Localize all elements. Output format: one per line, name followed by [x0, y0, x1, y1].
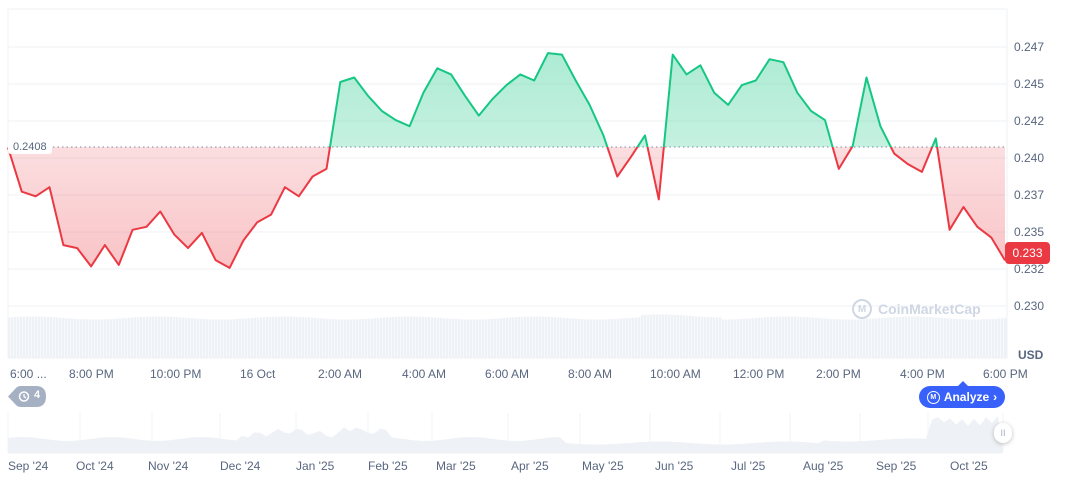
x-tick-label: 4:00 PM	[900, 367, 945, 381]
coinmarketcap-logo-icon: M	[852, 299, 872, 319]
y-tick-label: 0.237	[1014, 188, 1044, 202]
x-tick-label: 6:00 AM	[485, 367, 529, 381]
x-tick-label: 10:00 PM	[150, 367, 201, 381]
navigator-tick-label: May '25	[582, 459, 624, 473]
navigator-tick-label: Apr '25	[511, 459, 549, 473]
y-tick-label: 0.245	[1014, 77, 1044, 91]
y-tick-label: 0.235	[1014, 225, 1044, 239]
chevron-right-icon: ›	[993, 390, 998, 404]
watermark: M CoinMarketCap	[852, 299, 981, 319]
navigator-tick-label: Mar '25	[436, 459, 476, 473]
navigator-tick-label: Nov '24	[148, 459, 189, 473]
navigator-tick-label: Dec '24	[220, 459, 261, 473]
volume-bars	[8, 314, 1007, 358]
analyze-button[interactable]: M Analyze ›	[919, 381, 1005, 408]
navigator-tick-label: Jan '25	[296, 459, 335, 473]
price-line[interactable]	[7, 52, 1006, 269]
analyze-icon: M	[926, 390, 940, 404]
history-icon	[18, 391, 30, 402]
currency-label: USD	[1018, 348, 1044, 362]
x-tick-label: 16 Oct	[240, 367, 276, 381]
x-tick-label: 10:00 AM	[650, 367, 701, 381]
x-tick-label: 8:00 PM	[69, 367, 114, 381]
y-tick-label: 0.247	[1014, 40, 1044, 54]
navigator-tick-label: Aug '25	[803, 459, 844, 473]
y-tick-label: 0.240	[1014, 151, 1044, 165]
navigator-tick-label: Oct '24	[76, 459, 114, 473]
y-axis: 0.247 0.245 0.242 0.240 0.237 0.235 0.232 0.230	[1014, 40, 1044, 313]
x-tick-label: 4:00 AM	[402, 367, 446, 381]
analyze-label: Analyze	[943, 390, 990, 404]
x-tick-label: 12:00 PM	[733, 367, 784, 381]
y-tick-label: 0.230	[1014, 299, 1044, 313]
current-price-tag: 0.233	[1005, 242, 1050, 264]
watermark-text: CoinMarketCap	[878, 301, 981, 317]
history-badge[interactable]: 4	[8, 386, 46, 407]
x-tick-label: 6:00 PM	[983, 367, 1028, 381]
price-area	[8, 53, 1005, 268]
x-tick-label: 6:00 ...	[10, 367, 47, 381]
navigator-handle[interactable]: II	[994, 423, 1012, 443]
history-count: 4	[34, 389, 41, 401]
y-tick-label: 0.232	[1014, 262, 1044, 276]
navigator-tick-label: Jun '25	[655, 459, 694, 473]
navigator-tick-label: Feb '25	[368, 459, 408, 473]
x-tick-label: 2:00 AM	[318, 367, 362, 381]
x-axis: 6:00 ... 8:00 PM 10:00 PM 16 Oct 2:00 AM 4:00…	[10, 367, 1028, 381]
y-tick-label: 0.242	[1014, 114, 1044, 128]
navigator-tick-label: Oct '25	[950, 459, 988, 473]
x-tick-label: 2:00 PM	[816, 367, 861, 381]
navigator-tick-label: Sep '24	[8, 459, 49, 473]
navigator-tick-label: Sep '25	[876, 459, 917, 473]
navigator-tick-label: Jul '25	[731, 459, 766, 473]
baseline-label: 0.2408	[8, 140, 52, 154]
x-tick-label: 8:00 AM	[568, 367, 612, 381]
navigator[interactable]: Sep '24 Oct '24 Nov '24 Dec '24 Jan '25 Feb '…	[7, 413, 1007, 473]
